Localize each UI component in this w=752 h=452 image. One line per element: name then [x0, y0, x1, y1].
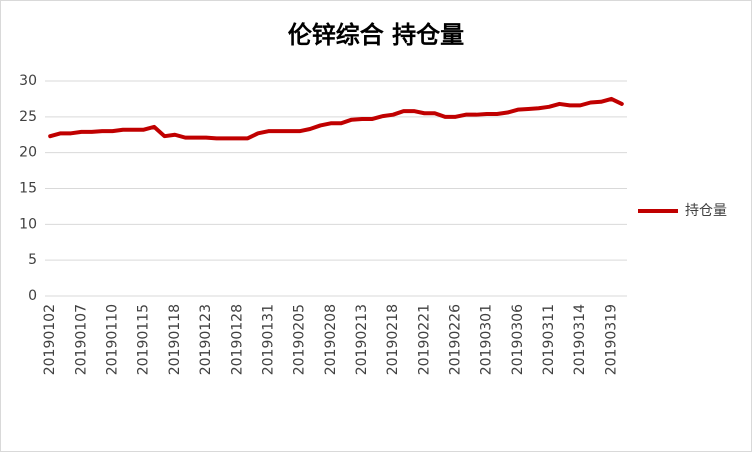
x-tick-label: 20190213 — [354, 304, 370, 375]
y-tick-label: 15 — [19, 181, 37, 197]
y-tick-label: 10 — [19, 216, 37, 232]
y-tick-label: 30 — [19, 73, 37, 89]
x-tick-label: 20190118 — [167, 304, 183, 375]
series-line — [48, 96, 624, 141]
x-tick-label: 20190301 — [479, 304, 495, 375]
x-tick-label: 20190218 — [385, 304, 401, 375]
y-tick-label: 0 — [28, 288, 37, 304]
y-tick-label: 25 — [19, 109, 37, 125]
x-tick-label: 20190208 — [323, 304, 339, 375]
x-tick-label: 20190205 — [292, 304, 308, 375]
x-tick-label: 20190107 — [73, 304, 89, 375]
legend-label: 持仓量 — [685, 203, 727, 219]
x-tick-label: 20190128 — [229, 304, 245, 375]
y-tick-label: 5 — [28, 252, 37, 268]
x-tick-label: 20190110 — [105, 304, 121, 375]
x-tick-label: 20190226 — [448, 304, 464, 375]
x-tick-label: 20190102 — [42, 304, 58, 375]
x-tick-label: 20190115 — [136, 304, 152, 375]
chart-title: 伦锌综合 持仓量 — [288, 21, 464, 49]
x-tick-label: 20190131 — [260, 304, 276, 375]
x-tick-label: 20190123 — [198, 304, 214, 375]
x-tick-label: 20190314 — [572, 304, 588, 375]
x-tick-label: 20190221 — [416, 304, 432, 375]
y-tick-label: 20 — [19, 145, 37, 161]
x-tick-label: 20190319 — [603, 304, 619, 375]
x-tick-label: 20190306 — [510, 304, 526, 375]
x-tick-label: 20190311 — [541, 304, 557, 375]
